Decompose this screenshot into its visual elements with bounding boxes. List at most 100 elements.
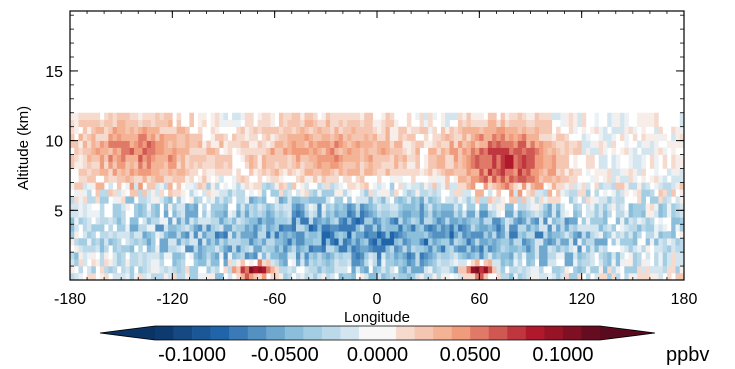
heatmap-cell	[411, 273, 416, 281]
heatmap-cell	[321, 189, 327, 197]
heatmap-cell	[325, 154, 331, 162]
heatmap-cell	[641, 245, 646, 253]
heatmap-cell	[534, 189, 540, 197]
heatmap-cell	[163, 224, 169, 232]
heatmap-cell	[585, 238, 591, 246]
heatmap-cell	[568, 217, 574, 225]
heatmap-cell	[138, 175, 143, 183]
heatmap-cell	[78, 189, 84, 197]
heatmap-cell	[159, 112, 165, 121]
heatmap-cell	[470, 273, 476, 281]
heatmap-cell	[287, 238, 293, 246]
heatmap-cell	[415, 238, 420, 246]
heatmap-cell	[624, 140, 629, 148]
heatmap-cell	[615, 231, 621, 239]
heatmap-cell	[568, 245, 574, 253]
heatmap-cell	[116, 119, 122, 127]
heatmap-cell	[138, 154, 143, 162]
heatmap-cell	[385, 154, 391, 162]
heatmap-cell	[300, 189, 305, 197]
heatmap-cell	[270, 147, 275, 155]
heatmap-cell	[334, 182, 339, 190]
heatmap-cell	[78, 140, 84, 148]
heatmap-cell	[649, 231, 655, 239]
heatmap-cell	[95, 147, 101, 155]
heatmap-cell	[654, 119, 659, 127]
heatmap-cell	[615, 196, 621, 204]
heatmap-cell	[573, 252, 578, 260]
heatmap-cell	[458, 154, 463, 162]
heatmap-cell	[581, 182, 587, 190]
heatmap-cell	[202, 217, 207, 225]
heatmap-cell	[300, 224, 305, 232]
heatmap-cell	[521, 224, 527, 232]
heatmap-cell	[330, 147, 335, 155]
heatmap-cell	[620, 133, 625, 141]
heatmap-cell	[577, 259, 582, 267]
heatmap-cell	[163, 112, 169, 121]
heatmap-cell	[615, 203, 621, 211]
heatmap-cell	[338, 273, 344, 281]
heatmap-cell	[313, 189, 318, 197]
heatmap-cell	[368, 133, 374, 141]
heatmap-cell	[509, 189, 514, 197]
heatmap-cell	[82, 126, 88, 134]
heatmap-cell	[385, 189, 391, 197]
heatmap-cell	[564, 119, 570, 127]
heatmap-cell	[500, 203, 506, 211]
heatmap-cell	[368, 147, 374, 155]
heatmap-cell	[487, 168, 493, 176]
heatmap-cell	[219, 168, 224, 176]
heatmap-cell	[223, 168, 229, 176]
heatmap-cell	[112, 196, 118, 204]
heatmap-cell	[176, 266, 182, 274]
heatmap-cell	[244, 161, 250, 169]
heatmap-cell	[125, 238, 130, 246]
heatmap-cell	[487, 203, 493, 211]
heatmap-cell	[492, 217, 497, 225]
heatmap-cell	[116, 168, 122, 176]
heatmap-cell	[82, 210, 88, 218]
heatmap-cell	[206, 217, 211, 225]
heatmap-cell	[291, 182, 297, 190]
heatmap-cell	[423, 203, 429, 211]
heatmap-cell	[547, 231, 553, 239]
colorbar-segment	[247, 326, 267, 340]
heatmap-cell	[270, 259, 275, 267]
heatmap-cell	[168, 119, 173, 127]
heatmap-cell	[249, 231, 254, 239]
heatmap-cell	[368, 245, 374, 253]
heatmap-cell	[197, 238, 203, 246]
heatmap-cell	[274, 245, 280, 253]
heatmap-cell	[70, 224, 75, 232]
heatmap-cell	[406, 161, 412, 169]
heatmap-cell	[253, 168, 258, 176]
heatmap-cell	[163, 133, 169, 141]
heatmap-cell	[364, 161, 369, 169]
heatmap-cell	[104, 154, 109, 162]
heatmap-cell	[372, 245, 378, 253]
heatmap-cell	[249, 168, 254, 176]
heatmap-cell	[274, 168, 280, 176]
heatmap-cell	[347, 196, 352, 204]
heatmap-cell	[649, 189, 655, 197]
heatmap-cell	[381, 196, 386, 204]
heatmap-cell	[321, 252, 327, 260]
heatmap-cell	[662, 210, 668, 218]
heatmap-cell	[142, 147, 148, 155]
heatmap-cell	[87, 273, 92, 281]
heatmap-cell	[197, 161, 203, 169]
heatmap-cell	[104, 119, 109, 127]
heatmap-cell	[151, 224, 156, 232]
heatmap-cell	[257, 252, 263, 260]
heatmap-cell	[227, 238, 233, 246]
heatmap-cell	[381, 217, 386, 225]
heatmap-cell	[295, 217, 301, 225]
heatmap-cell	[151, 266, 156, 274]
heatmap-cell	[321, 126, 327, 134]
heatmap-cell	[78, 210, 84, 218]
heatmap-cell	[564, 112, 570, 121]
heatmap-cell	[193, 266, 199, 274]
heatmap-cell	[116, 231, 122, 239]
heatmap-cell	[244, 133, 250, 141]
